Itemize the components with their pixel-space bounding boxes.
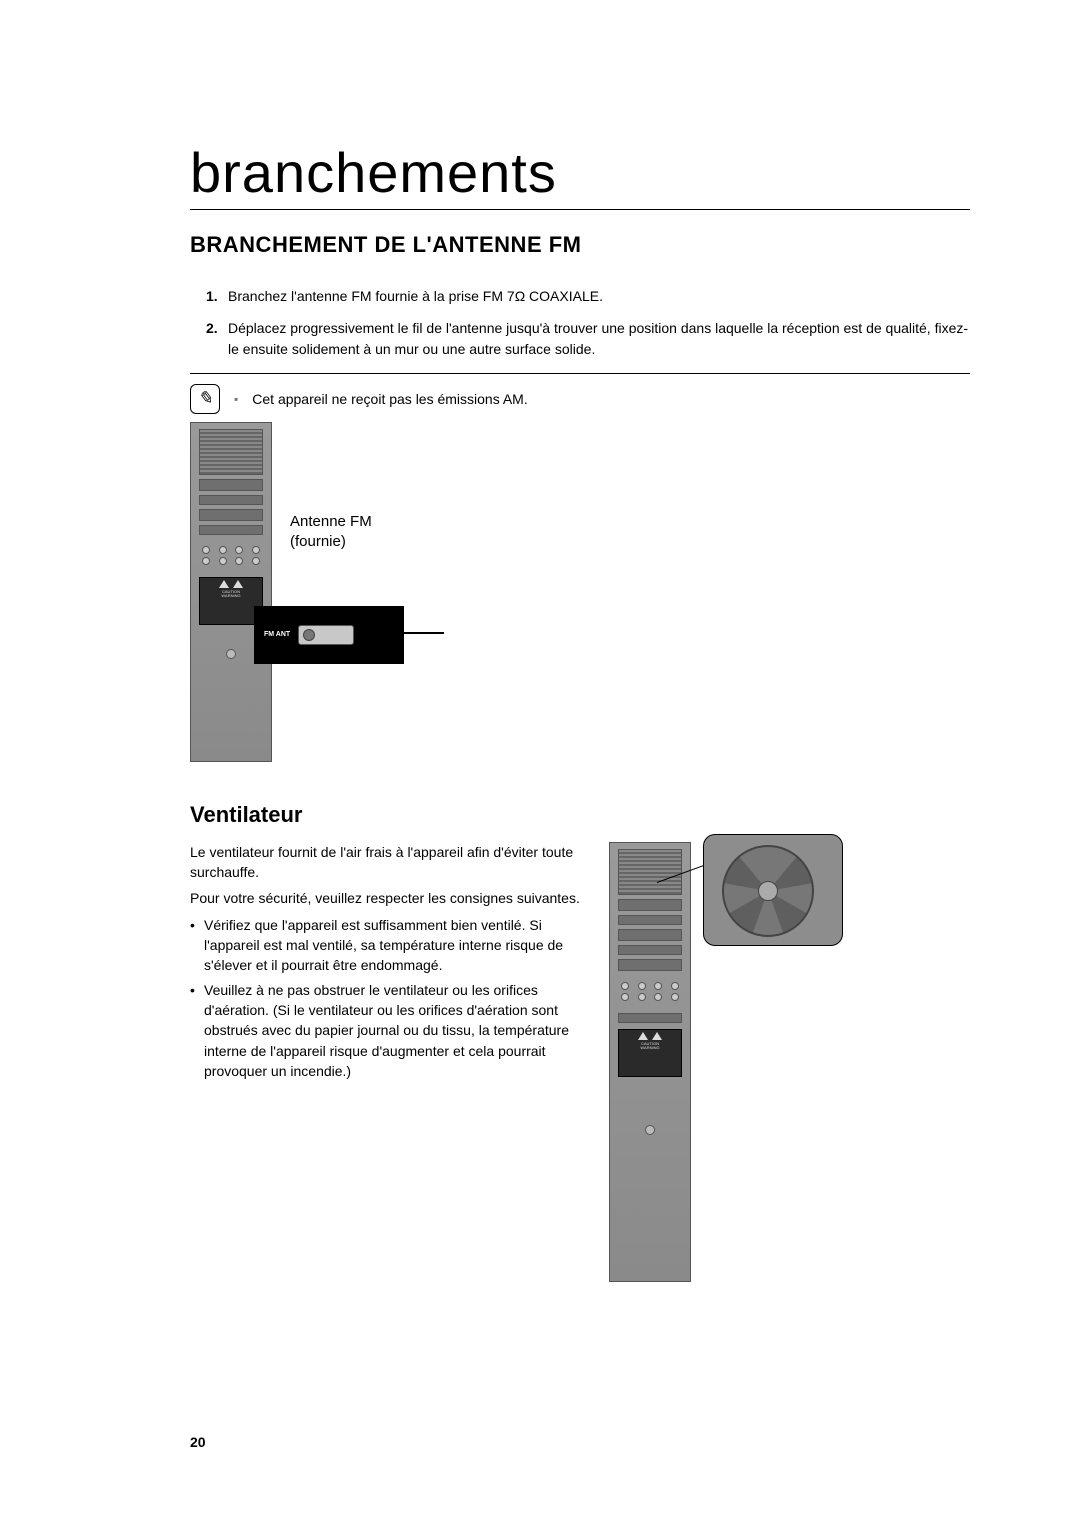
panel-block xyxy=(618,1013,682,1023)
vent-bullet-text: Vérifiez que l'appareil est suffisamment… xyxy=(204,915,585,976)
page-number: 20 xyxy=(190,1434,206,1450)
step-text: Branchez l'antenne FM fournie à la prise… xyxy=(228,286,970,306)
panel-block xyxy=(199,509,263,521)
vent-paragraph: Pour votre sécurité, veuillez respecter … xyxy=(190,888,585,908)
panel-block xyxy=(618,959,682,971)
bullet-dot: • xyxy=(190,915,204,976)
note-bullet: ▪ xyxy=(234,392,238,406)
panel-block xyxy=(618,945,682,955)
vent-paragraph: Le ventilateur fournit de l'air frais à … xyxy=(190,842,585,883)
fan-detail-inset xyxy=(703,834,843,946)
note-row: ✎ ▪ Cet appareil ne reçoit pas les émiss… xyxy=(190,384,970,414)
step-item: 1. Branchez l'antenne FM fournie à la pr… xyxy=(206,286,970,306)
fm-antenna-plug xyxy=(298,625,354,645)
fan-grill xyxy=(618,849,682,895)
antenna-diagram: CAUTION WARNING FM ANT xyxy=(190,422,420,762)
fm-ant-port-label: FM ANT xyxy=(264,631,290,638)
panel-screw xyxy=(645,1125,655,1135)
note-divider xyxy=(190,373,970,374)
step-text: Déplacez progressivement le fil de l'ant… xyxy=(228,318,970,359)
page-main-title: branchements xyxy=(190,140,970,210)
device-rear-panel: CAUTION WARNING xyxy=(609,842,691,1282)
fm-antenna-wire xyxy=(404,632,444,634)
panel-block xyxy=(618,929,682,941)
step-item: 2. Déplacez progressivement le fil de l'… xyxy=(206,318,970,359)
antenna-label-line2: (fournie) xyxy=(290,533,346,550)
device-rear-panel: CAUTION WARNING xyxy=(190,422,272,762)
panel-block xyxy=(199,479,263,491)
ventilator-text-column: Le ventilateur fournit de l'air frais à … xyxy=(190,842,585,1085)
fan-blades-icon xyxy=(722,845,814,937)
speaker-terminals xyxy=(199,541,263,571)
panel-screw xyxy=(226,649,236,659)
panel-block xyxy=(618,915,682,925)
step-number: 2. xyxy=(206,318,228,359)
antenna-section-title: BRANCHEMENT DE L'ANTENNE FM xyxy=(190,232,970,258)
bullet-dot: • xyxy=(190,980,204,1081)
panel-block xyxy=(199,525,263,535)
warning-text: WARNING xyxy=(221,593,240,598)
ventilator-diagram: CAUTION WARNING xyxy=(609,842,869,1282)
ventilator-subtitle: Ventilateur xyxy=(190,802,970,828)
speaker-terminals xyxy=(618,977,682,1007)
vent-bullet-item: • Vérifiez que l'appareil est suffisamme… xyxy=(190,915,585,976)
vent-bullet-item: • Veuillez à ne pas obstruer le ventilat… xyxy=(190,980,585,1081)
panel-block xyxy=(199,495,263,505)
panel-block xyxy=(618,899,682,911)
warning-text: WARNING xyxy=(640,1045,659,1050)
fm-antenna-callout: FM ANT xyxy=(254,606,404,664)
antenna-label-line1: Antenne FM xyxy=(290,513,372,530)
step-number: 1. xyxy=(206,286,228,306)
note-text: Cet appareil ne reçoit pas les émissions… xyxy=(252,391,527,407)
antenna-supplied-label: Antenne FM (fournie) xyxy=(290,512,372,553)
antenna-steps: 1. Branchez l'antenne FM fournie à la pr… xyxy=(190,286,970,359)
note-icon: ✎ xyxy=(190,384,220,414)
caution-label-plate: CAUTION WARNING xyxy=(618,1029,682,1077)
vent-bullet-text: Veuillez à ne pas obstruer le ventilateu… xyxy=(204,980,585,1081)
fan-grill xyxy=(199,429,263,475)
